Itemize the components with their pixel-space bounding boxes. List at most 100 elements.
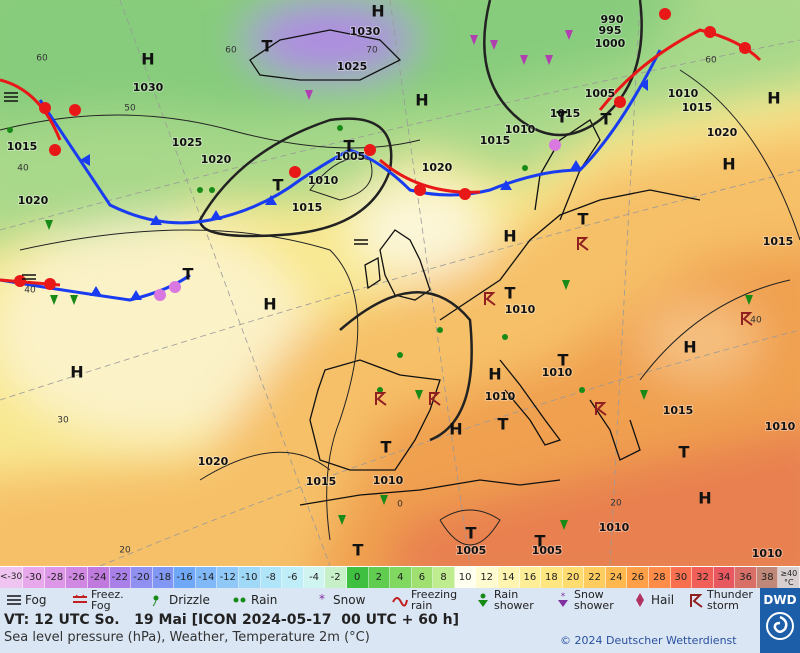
scale-cell: 38 [756,567,779,588]
scale-cell: 36 [735,567,757,588]
low-pressure: T [273,176,284,195]
legend-item: * Snow [314,588,384,612]
scale-cell: 34 [713,567,736,588]
scale-cell: 26 [627,567,650,588]
pressure-label: 1025 [172,136,203,149]
scale-cell: -2 [325,567,347,588]
legend-icon [7,595,21,605]
low-pressure: T [601,110,612,129]
isobars [0,0,800,546]
legend-icon [233,597,246,603]
scale-cell: -6 [282,567,304,588]
logo-icon [766,612,794,640]
low-pressure: T [466,524,477,543]
pressure-label: 1010 [752,547,783,560]
fronts [0,8,762,302]
legend-item: Fog [6,588,66,612]
high-pressure: H [488,365,501,384]
temperature-label: 20 [610,499,622,509]
temperature-label: 40 [750,316,762,326]
low-pressure: T [558,351,569,370]
legend-icon [392,597,408,607]
temperature-label: 0 [397,500,403,510]
scale-cell: 24 [605,567,628,588]
pressure-label: 1010 [505,123,536,136]
low-pressure: T [505,284,516,303]
temperature-label: 40 [17,164,29,174]
low-pressure: T [353,541,364,560]
temperature-scale: <-30 -30 -28 -26 -24 -22 -20 -18 -16 -14 -12 -10 -8-… [0,567,800,588]
scale-cell: 6 [411,567,434,588]
pressure-label: 1015 [480,134,511,147]
legend-item: Thunder storm [688,588,758,612]
legend-label: Snow [333,592,366,607]
legend-icon [73,594,87,603]
scale-cell: -30 [23,567,45,588]
scale-cell: -10 [239,567,261,588]
pressure-label: 1015 [306,475,337,488]
scale-cell: -8 [260,567,283,588]
high-pressure: H [503,227,516,246]
scale-cell: 22 [584,567,606,588]
legend-label: Drizzle [169,592,210,607]
pressure-label: 1005 [335,150,366,163]
low-pressure: T [557,108,568,127]
scale-cell: -22 [109,567,132,588]
legend-icon [636,593,644,607]
scale-cell: 18 [541,567,563,588]
legend-item: Freez. Fog [72,588,142,612]
scale-cell: -18 [152,567,175,588]
pressure-label: 1000 [595,37,626,50]
legend-label: Rain shower [494,588,534,612]
temperature-label: 20 [119,546,131,556]
high-pressure: H [767,89,780,108]
scale-cell: 28 [649,567,671,588]
temperature-label: 60 [225,46,237,56]
logo-text: DWD [763,593,797,607]
pressure-label: 1015 [763,235,794,248]
scale-high: ≥40 °C [778,567,800,588]
temperature-label: 60 [705,56,717,66]
pressure-label: 1010 [485,390,516,403]
legend-label: Freezing rain [411,588,458,612]
high-pressure: H [415,91,428,110]
pressure-label: 1025 [337,60,368,73]
low-pressure: T [262,37,273,56]
legend-label: Rain [251,592,278,607]
pressure-label: 1010 [765,420,796,433]
pressure-label: 1010 [505,303,536,316]
high-pressure: H [449,420,462,439]
high-pressure: H [371,2,384,21]
legend-icon: * [558,592,568,607]
low-pressure: T [535,532,546,551]
pressure-label: 1015 [682,101,713,114]
scale-cell: 10 [454,567,477,588]
pressure-label: 1010 [308,174,339,187]
legend-item: Rain shower [475,588,550,612]
pressure-label: 1020 [707,126,738,139]
scale-cell: -16 [174,567,196,588]
pressure-label: 1020 [201,153,232,166]
pressure-label: 1010 [542,366,573,379]
scale-cell: -28 [44,567,67,588]
pressure-label: 1030 [350,25,381,38]
high-pressure: H [683,338,696,357]
pressure-label: 1015 [7,140,38,153]
high-pressure: H [698,489,711,508]
pressure-label: 995 [599,24,622,37]
scale-cell: 16 [519,567,542,588]
high-pressure: H [141,50,154,69]
scale-low: <-30 [0,567,24,588]
legend-item: Rain [232,588,308,612]
svg-text:*: * [319,592,325,606]
weather-map: 1030 1025 1030 1025 1020 1015 1020 1010 1005 1015… [0,0,800,566]
pressure-label: 1010 [599,521,630,534]
scale-cell: 8 [433,567,455,588]
low-pressure: T [498,415,509,434]
temperature-label: 40 [24,286,36,296]
graticule [0,0,800,566]
scale-cell: 32 [692,567,714,588]
scale-cell: -12 [217,567,240,588]
pressure-label: 1030 [133,81,164,94]
